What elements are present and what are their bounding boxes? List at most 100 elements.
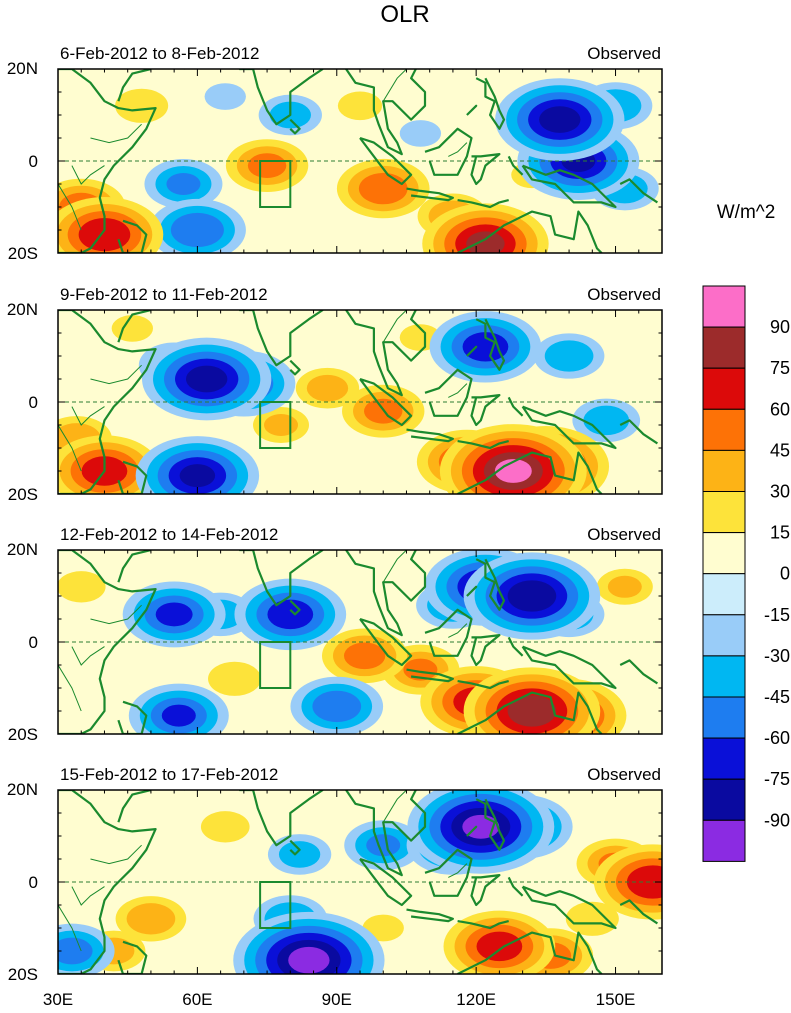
lat-tick-label: 20N	[7, 780, 38, 799]
colorbar-swatch	[702, 408, 746, 451]
colorbar-swatch	[702, 614, 746, 657]
anomaly-contour	[565, 901, 619, 936]
anomaly-contour	[155, 602, 193, 627]
country-border	[90, 364, 142, 385]
anomaly-contour	[58, 937, 93, 965]
coastline	[359, 136, 413, 186]
anomaly-contour	[343, 642, 386, 670]
positive-anomaly	[422, 203, 549, 253]
country-border	[448, 383, 468, 398]
anomaly-contour	[126, 903, 176, 935]
coastline	[470, 394, 501, 427]
coastlines	[58, 310, 659, 494]
colorbar-label: -60	[764, 728, 790, 748]
anomaly-contour	[267, 599, 314, 630]
colorbar-swatch	[702, 326, 746, 369]
coastline	[466, 825, 478, 837]
negative-anomaly	[399, 120, 442, 147]
colorbar-units: W/m^2	[717, 202, 776, 223]
negative-anomaly	[234, 578, 347, 651]
negative-anomaly	[233, 911, 385, 974]
coastline	[239, 69, 324, 126]
coastlines	[58, 69, 659, 253]
anomaly-contour	[507, 695, 557, 727]
negative-anomaly	[122, 581, 226, 648]
negative-anomaly	[267, 834, 332, 875]
coastline	[117, 700, 148, 734]
positive-anomaly	[295, 367, 360, 409]
country-border	[58, 904, 82, 952]
anomaly-contour	[170, 212, 224, 248]
lat-tick-label: 20N	[7, 300, 38, 319]
anomaly-contour	[462, 332, 509, 362]
anomaly-contour	[607, 575, 642, 598]
coastline	[289, 359, 301, 376]
negative-anomaly	[290, 676, 384, 734]
anomaly-contour	[306, 374, 349, 402]
coastline	[58, 790, 157, 974]
coastline	[117, 550, 152, 583]
country-border	[90, 123, 142, 144]
panel-ticks	[57, 68, 663, 254]
coastline	[507, 396, 524, 417]
country-border	[58, 183, 82, 231]
index-region-box	[259, 401, 292, 449]
coastline	[521, 405, 617, 450]
anomaly-contour	[583, 405, 630, 436]
positive-anomaly	[443, 910, 556, 974]
lon-tick-label: 150E	[596, 990, 636, 1009]
coastline	[457, 199, 509, 209]
figure-title: OLR	[380, 1, 429, 28]
coastline	[466, 585, 478, 597]
lon-tick-label: 90E	[322, 990, 352, 1009]
lat-tick-label: 20N	[7, 540, 38, 559]
anomaly-contour	[247, 153, 287, 179]
coastline	[466, 104, 478, 116]
coastline	[521, 645, 617, 690]
coastline	[289, 118, 301, 135]
coastline	[466, 345, 478, 357]
colorbar-swatch	[702, 696, 746, 739]
colorbar-label: -75	[764, 769, 790, 789]
panel-type-label: Observed	[587, 765, 661, 784]
country-border	[382, 310, 407, 343]
coastline	[58, 69, 157, 253]
colorbar-swatch	[702, 491, 746, 534]
country-border	[71, 646, 105, 666]
coastline	[507, 636, 524, 657]
anomaly-contour	[358, 172, 408, 205]
country-border	[71, 886, 105, 906]
negative-anomaly	[204, 83, 246, 110]
coastline	[424, 608, 473, 657]
negative-anomaly	[407, 790, 555, 874]
coastline	[619, 899, 659, 925]
coastline	[507, 155, 524, 176]
coastline	[345, 310, 427, 397]
country-border	[448, 863, 468, 878]
panel-ticks	[57, 549, 663, 735]
negative-anomaly	[135, 436, 260, 494]
coastline	[117, 310, 152, 343]
panel-type-label: Observed	[587, 44, 661, 63]
coastline	[117, 790, 152, 823]
coastline	[58, 310, 157, 494]
coastline	[117, 940, 148, 974]
anomaly-contour	[312, 690, 362, 723]
coastline	[239, 550, 324, 607]
lon-tick-label: 60E	[182, 990, 212, 1009]
coastline	[457, 691, 603, 734]
lat-tick-label: 20S	[8, 965, 38, 984]
coastline	[345, 790, 427, 877]
negative-anomaly	[142, 337, 272, 421]
coastline	[406, 668, 454, 683]
coastline	[406, 428, 454, 443]
anomaly-contour	[208, 661, 262, 696]
panel-ticks	[57, 789, 663, 975]
anomaly-contour	[544, 340, 594, 372]
coastline	[359, 857, 413, 907]
colorbar-swatch	[702, 573, 746, 616]
index-region-box	[259, 641, 292, 689]
coastline	[475, 318, 506, 371]
positive-anomaly	[336, 158, 430, 219]
colorbar-label: -45	[764, 687, 790, 707]
